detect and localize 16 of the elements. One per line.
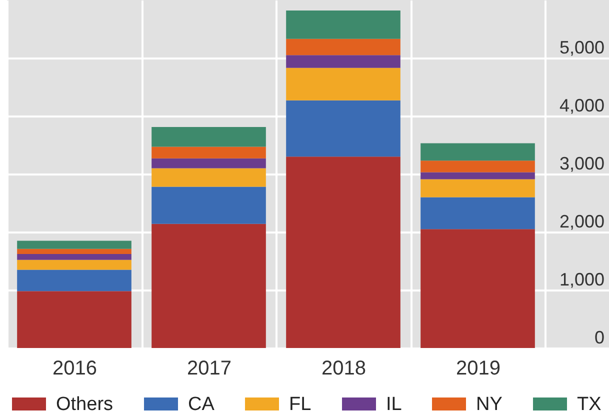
legend-label: FL	[289, 394, 312, 415]
y-tick-label: 5,000	[559, 38, 604, 58]
legend-label: NY	[476, 394, 503, 415]
legend-label: IL	[386, 394, 402, 415]
x-tick-label: 2017	[187, 358, 232, 380]
y-tick-label: 4,000	[559, 96, 604, 116]
y-tick-label: 1,000	[559, 270, 604, 290]
y-tick-label: 0	[594, 328, 604, 348]
x-tick-label: 2019	[456, 358, 500, 380]
y-tick-label: 3,000	[559, 154, 604, 174]
legend-label: TX	[577, 394, 602, 415]
x-tick-label: 2018	[322, 358, 366, 380]
legend-label: Others	[56, 394, 114, 415]
legend-label: CA	[188, 394, 215, 415]
x-tick-label: 2016	[52, 358, 97, 380]
y-tick-label: 2,000	[559, 212, 604, 232]
